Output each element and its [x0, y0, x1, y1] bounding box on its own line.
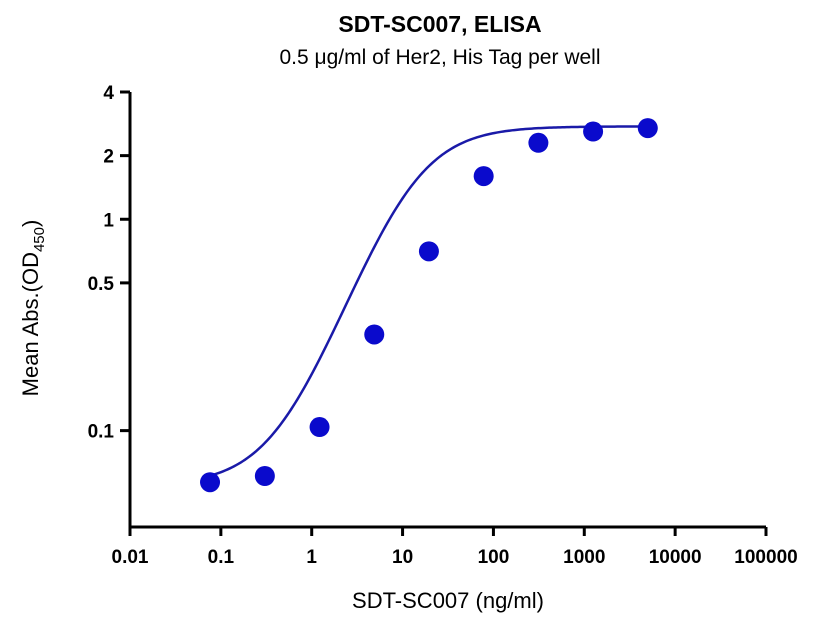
y-tick-label: 2	[103, 147, 114, 168]
y-tick-label: 0.1	[88, 422, 115, 443]
x-axis-label: SDT-SC007 (ng/ml)	[352, 588, 544, 613]
x-axis-ticks: 0.01 0.1 1 10 100 1000 10000 100000	[112, 527, 798, 568]
y-axis-label-subscript: 450	[31, 227, 48, 252]
data-point	[583, 121, 604, 142]
x-tick-label: 1000	[563, 547, 605, 568]
fit-curve	[209, 125, 648, 477]
x-tick-label: 100000	[734, 547, 797, 568]
x-tick-label: 0.01	[112, 547, 149, 568]
x-tick-label: 0.1	[208, 547, 235, 568]
x-tick-label: 1	[306, 547, 317, 568]
data-point	[309, 417, 330, 438]
y-axis-label-main: Mean Abs.(OD	[18, 252, 43, 396]
svg-text:Mean Abs.(OD450): Mean Abs.(OD450)	[18, 220, 48, 397]
data-points-layer	[200, 118, 658, 493]
x-tick-label: 10000	[649, 547, 702, 568]
fit-curve-layer	[209, 125, 648, 477]
y-axis-label-close: )	[18, 220, 43, 227]
data-point	[200, 472, 221, 493]
y-axis-label: Mean Abs.(OD450)	[18, 220, 48, 397]
data-point	[473, 166, 494, 187]
y-tick-label: 1	[103, 210, 114, 231]
y-axis-ticks: 0.1 0.5 1 2 4	[88, 83, 130, 443]
y-tick-label: 0.5	[88, 274, 115, 295]
x-tick-label: 10	[392, 547, 413, 568]
x-tick-label: 100	[478, 547, 510, 568]
data-point	[254, 466, 275, 487]
data-point	[418, 241, 439, 262]
chart-title: SDT-SC007, ELISA	[338, 11, 541, 37]
chart-subtitle: 0.5 μg/ml of Her2, His Tag per well	[279, 46, 600, 69]
axes	[128, 92, 766, 529]
data-point	[637, 118, 658, 139]
data-point	[364, 324, 385, 345]
data-point	[528, 132, 549, 153]
y-tick-label: 4	[103, 83, 114, 104]
